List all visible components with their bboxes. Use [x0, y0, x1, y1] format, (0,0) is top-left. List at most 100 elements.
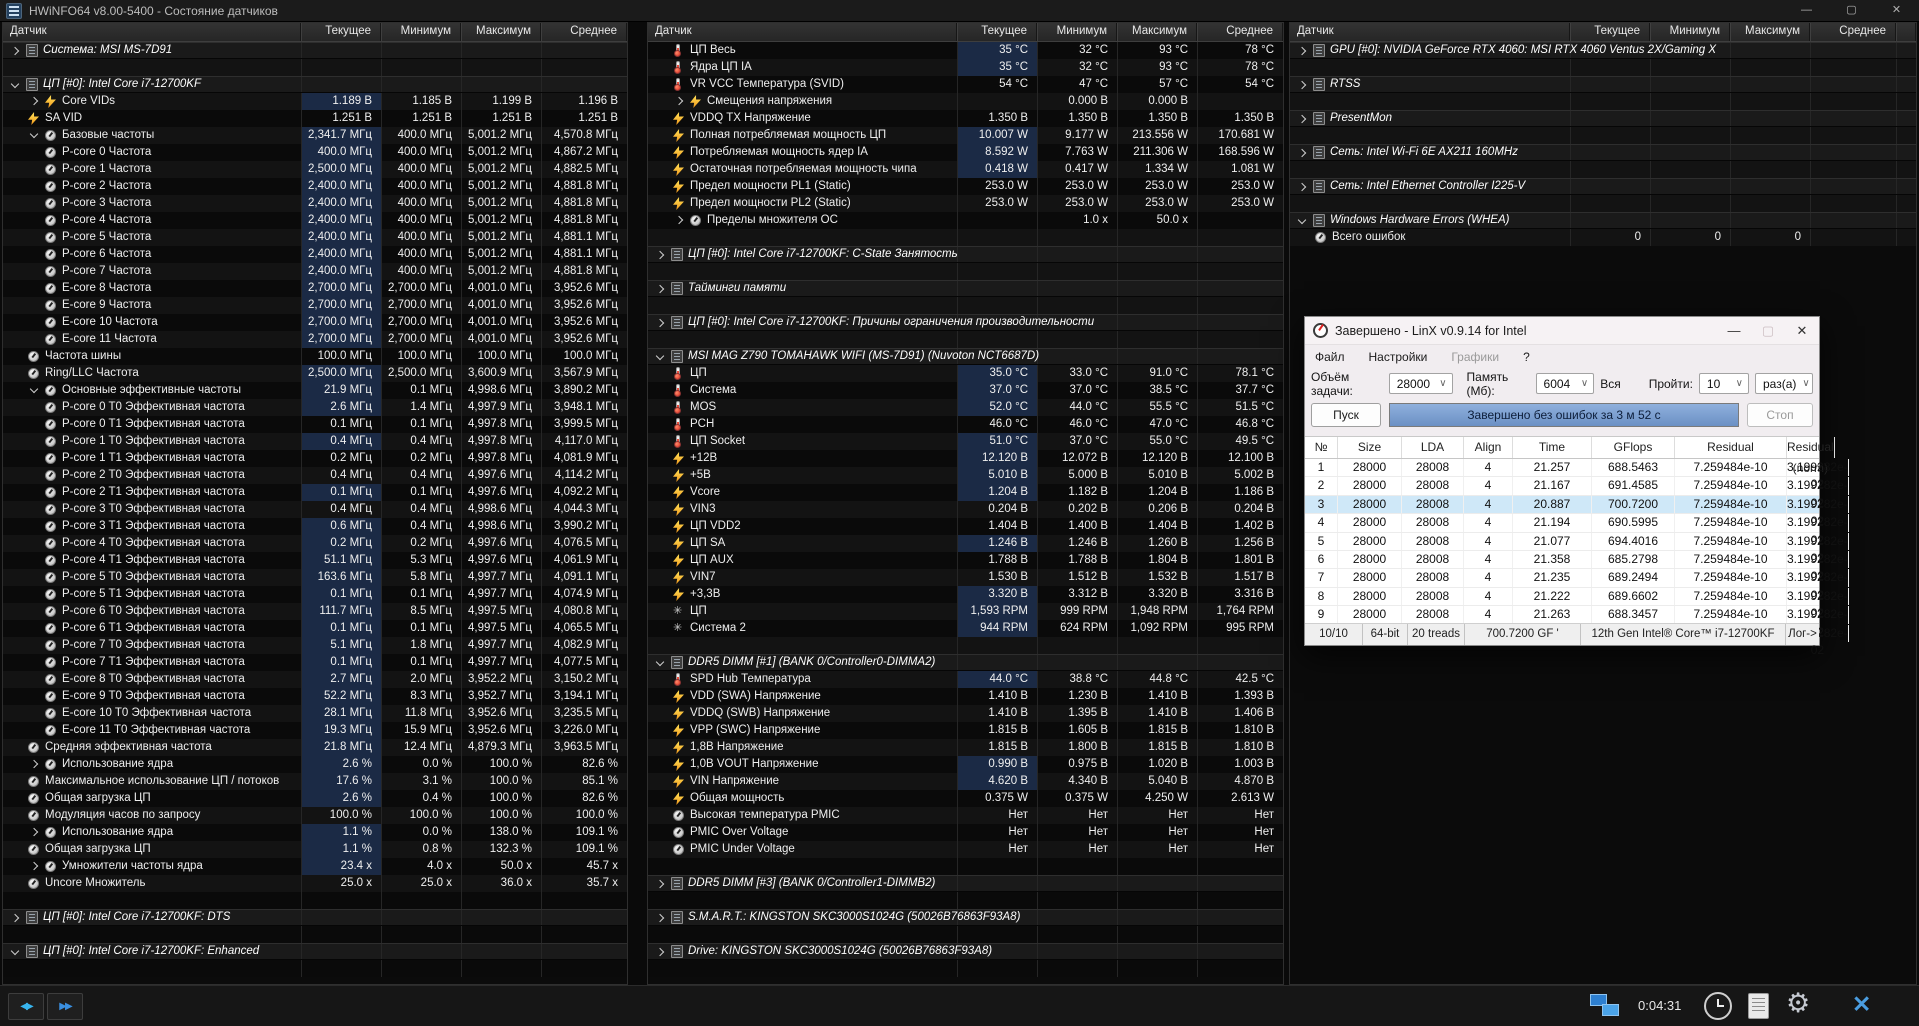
sensor-row[interactable]: +5В 5.010 В 5.000 В 5.010 В 5.002 В	[648, 467, 1283, 484]
sensor-row[interactable]: Core VIDs 1.189 В 1.185 В 1.199 В 1.196 В	[3, 93, 627, 110]
report-log-icon[interactable]	[1748, 993, 1769, 1019]
expander-expanded-icon[interactable]	[1295, 213, 1312, 228]
sensor-row[interactable]: Общая загрузка ЦП 1.1 % 0.8 % 132.3 % 109.1 …	[3, 841, 627, 858]
group-row[interactable]: ЦП [#0]: Intel Core i7-12700KF	[3, 76, 627, 93]
sensor-row[interactable]: SA VID 1.251 В 1.251 В 1.251 В 1.251 В	[3, 110, 627, 127]
sensor-row[interactable]: Общая мощность 0.375 W 0.375 W 4.250 W 2.613…	[648, 790, 1283, 807]
linx-result-row[interactable]: 7 28000 28008 4 21.235 689.2494 7.259484e-10 3.…	[1305, 569, 1849, 602]
expander-expanded-icon[interactable]	[653, 655, 670, 670]
swap-columns-button[interactable]: ◀▶	[8, 993, 44, 1020]
menu-settings[interactable]: Настройки	[1368, 349, 1428, 364]
sensor-row[interactable]: Использование ядра 1.1 % 0.0 % 138.0 % 109.1…	[3, 824, 627, 841]
sensor-row[interactable]: Средняя эффективная частота 21.8 МГц 12.4 …	[3, 739, 627, 756]
sensor-row[interactable]: PCH 46.0 °C 46.0 °C 47.0 °C 46.8 °C	[648, 416, 1283, 433]
column-header-max[interactable]: Максимум	[1730, 23, 1810, 41]
remote-monitor-icon[interactable]	[1590, 992, 1624, 1020]
sensor-row[interactable]: P-core 2 T1 Эффективная частота 0.1 МГц 0.…	[3, 484, 627, 501]
sensor-row[interactable]: P-core 6 Частота 2,400.0 МГц 400.0 МГц 5,00…	[3, 246, 627, 263]
sensor-row[interactable]: VDD (SWA) Напряжение 1.410 В 1.230 В 1.410 …	[648, 688, 1283, 705]
sensor-row[interactable]: Предел мощности PL2 (Static) 253.0 W 253.0…	[648, 195, 1283, 212]
forward-arrows-button[interactable]: ▶▶	[47, 993, 83, 1020]
sensor-row[interactable]: ЦП VDD2 1.404 В 1.400 В 1.404 В 1.402 В	[648, 518, 1283, 535]
sensor-row[interactable]: Умножители частоты ядра 23.4 x 4.0 x 50.0 x…	[3, 858, 627, 875]
group-row[interactable]: PresentMon	[1290, 110, 1916, 127]
sensor-row[interactable]: P-core 0 Частота 400.0 МГц 400.0 МГц 5,001.…	[3, 144, 627, 161]
linx-col-header[interactable]: Size	[1338, 437, 1402, 458]
sensor-row[interactable]: P-core 7 T0 Эффективная частота 5.1 МГц 1.…	[3, 637, 627, 654]
sensor-row[interactable]: 1,8В Напряжение 1.815 В 1.800 В 1.815 В 1.81…	[648, 739, 1283, 756]
column-header-sensor[interactable]: Датчик	[3, 23, 301, 41]
runs-unit-select[interactable]: раз(а) ∨	[1755, 373, 1813, 394]
exit-icon[interactable]: ✕	[1852, 991, 1872, 1017]
task-size-select[interactable]: 28000 ∨	[1388, 373, 1453, 394]
expander-expanded-icon[interactable]	[653, 349, 670, 364]
group-row[interactable]: Сеть: Intel Wi-Fi 6E AX211 160MHz	[1290, 144, 1916, 161]
sensor-row[interactable]: +3,3В 3.320 В 3.312 В 3.320 В 3.316 В	[648, 586, 1283, 603]
column-header-min[interactable]: Минимум	[1037, 23, 1117, 41]
sensor-row[interactable]: E-core 10 Частота 2,700.0 МГц 2,700.0 МГц 4…	[3, 314, 627, 331]
linx-col-header[interactable]: Residual	[1675, 437, 1787, 458]
group-row[interactable]: Windows Hardware Errors (WHEA)	[1290, 212, 1916, 229]
sensor-row[interactable]: Пределы множителя ОС 1.0 x 50.0 x	[648, 212, 1283, 229]
sensor-row[interactable]: Основные эффективные частоты 21.9 МГц 0.1 …	[3, 382, 627, 399]
group-row[interactable]: RTSS	[1290, 76, 1916, 93]
linx-minimize-button[interactable]: —	[1727, 323, 1741, 338]
sensor-row[interactable]: Система 37.0 °C 37.0 °C 38.5 °C 37.7 °C	[648, 382, 1283, 399]
linx-result-row[interactable]: 1 28000 28008 4 21.257 688.5463 7.259484e-10 3.…	[1305, 459, 1849, 491]
minimize-button[interactable]: —	[1801, 4, 1812, 16]
sensor-row[interactable]: P-core 1 T1 Эффективная частота 0.2 МГц 0.…	[3, 450, 627, 467]
sensor-row[interactable]: ЦП Socket 51.0 °C 37.0 °C 55.0 °C 49.5 °C	[648, 433, 1283, 450]
linx-col-header[interactable]: Time	[1513, 437, 1592, 458]
sensor-row[interactable]: P-core 0 T0 Эффективная частота 2.6 МГц 1.…	[3, 399, 627, 416]
column-header-sensor[interactable]: Датчик	[648, 23, 957, 41]
sensor-row[interactable]: VPP (SWC) Напряжение 1.815 В 1.605 В 1.815 …	[648, 722, 1283, 739]
group-row[interactable]: MSI MAG Z790 TOMAHAWK WIFI (MS-7D91) (Nu…	[648, 348, 1283, 365]
menu-file[interactable]: Файл	[1315, 349, 1345, 364]
linx-result-row[interactable]: 9 28000 28008 4 21.263 688.3457 7.259484e-10 3.…	[1305, 606, 1849, 639]
sensor-row[interactable]: Смещения напряжения 0.000 В 0.000 В	[648, 93, 1283, 110]
sensor-row[interactable]: VDDQ (SWB) Напряжение 1.410 В 1.395 В 1.410…	[648, 705, 1283, 722]
sensor-row[interactable]: PMIC Under Voltage Нет Нет Нет Нет	[648, 841, 1283, 858]
sensor-row[interactable]: E-core 10 T0 Эффективная частота 28.1 МГц…	[3, 705, 627, 722]
group-row[interactable]: ЦП [#0]: Intel Core i7-12700KF: Enhanced	[3, 943, 627, 960]
sensor-row[interactable]: P-core 7 T1 Эффективная частота 0.1 МГц 0.…	[3, 654, 627, 671]
expander-collapsed-icon[interactable]	[653, 315, 670, 330]
column-header-current[interactable]: Текущее	[301, 23, 381, 41]
sensor-row[interactable]: P-core 3 Частота 2,400.0 МГц 400.0 МГц 5,00…	[3, 195, 627, 212]
sensor-row[interactable]: P-core 2 T0 Эффективная частота 0.4 МГц 0.…	[3, 467, 627, 484]
sensor-row[interactable]: E-core 8 T0 Эффективная частота 2.7 МГц 2.…	[3, 671, 627, 688]
sensor-row[interactable]: E-core 11 Частота 2,700.0 МГц 2,700.0 МГц 4…	[3, 331, 627, 348]
sensor-row[interactable]: P-core 7 Частота 2,400.0 МГц 400.0 МГц 5,00…	[3, 263, 627, 280]
expander-expanded-icon[interactable]	[27, 127, 44, 144]
sensor-row[interactable]: PMIC Over Voltage Нет Нет Нет Нет	[648, 824, 1283, 841]
sensor-row[interactable]: P-core 1 Частота 2,500.0 МГц 400.0 МГц 5,00…	[3, 161, 627, 178]
sensor-row[interactable]: E-core 8 Частота 2,700.0 МГц 2,700.0 МГц 4,…	[3, 280, 627, 297]
sensor-row[interactable]: VIN Напряжение 4.620 В 4.340 В 5.040 В 4.870…	[648, 773, 1283, 790]
gear-icon[interactable]: ⚙	[1786, 988, 1811, 1018]
expander-collapsed-icon[interactable]	[27, 824, 44, 841]
all-memory-label[interactable]: Вся	[1600, 376, 1621, 391]
sensor-row[interactable]: E-core 9 T0 Эффективная частота 52.2 МГц 8…	[3, 688, 627, 705]
expander-collapsed-icon[interactable]	[8, 910, 25, 925]
column-header-avg[interactable]: Среднее	[1197, 23, 1283, 41]
sensor-row[interactable]: ЦП AUX 1.788 В 1.788 В 1.804 В 1.801 В	[648, 552, 1283, 569]
menu-help[interactable]: ?	[1523, 349, 1530, 364]
expander-collapsed-icon[interactable]	[653, 247, 670, 262]
sensor-row[interactable]: Ядра ЦП IA 35 °C 32 °C 93 °C 78 °C	[648, 59, 1283, 76]
expander-collapsed-icon[interactable]	[672, 93, 689, 110]
group-row[interactable]: ЦП [#0]: Intel Core i7-12700KF: DTS	[3, 909, 627, 926]
group-row[interactable]: DDR5 DIMM [#3] (BANK 0/Controller1-DIMMB…	[648, 875, 1283, 892]
expander-collapsed-icon[interactable]	[653, 944, 670, 959]
expander-collapsed-icon[interactable]	[1295, 77, 1312, 92]
sensor-row[interactable]: Vcore 1.204 В 1.182 В 1.204 В 1.186 В	[648, 484, 1283, 501]
status-log-link[interactable]: Лог->	[1788, 628, 1817, 640]
expander-collapsed-icon[interactable]	[27, 93, 44, 110]
sensor-row[interactable]: P-core 6 T1 Эффективная частота 0.1 МГц 0.…	[3, 620, 627, 637]
sensor-row[interactable]: ЦП SA 1.246 В 1.246 В 1.260 В 1.256 В	[648, 535, 1283, 552]
linx-result-row[interactable]: 2 28000 28008 4 21.167 691.4585 7.259484e-10 3.…	[1305, 477, 1849, 510]
column-header-avg[interactable]: Среднее	[1810, 23, 1896, 41]
sensor-row[interactable]: E-core 9 Частота 2,700.0 МГц 2,700.0 МГц 4,…	[3, 297, 627, 314]
linx-col-header[interactable]: №	[1305, 437, 1338, 458]
